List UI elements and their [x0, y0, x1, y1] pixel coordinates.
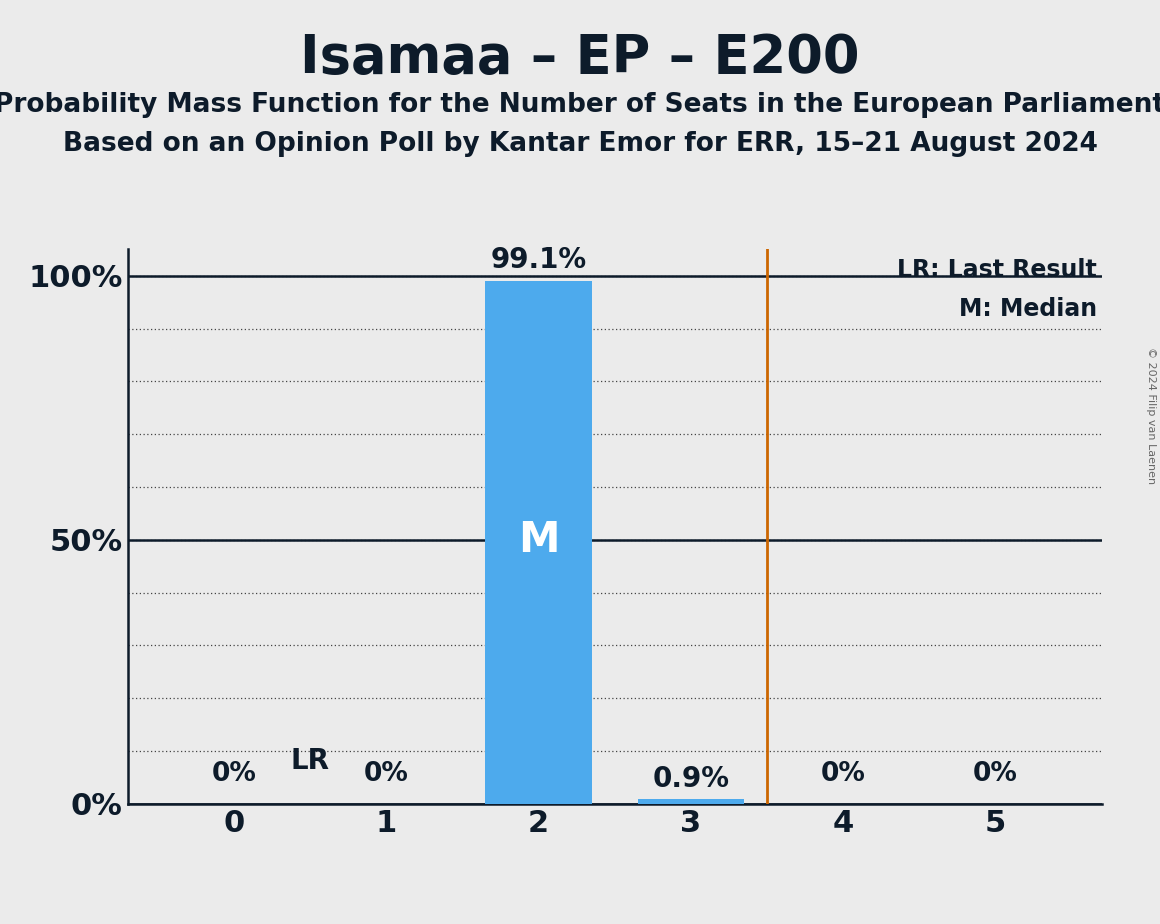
Text: M: M — [517, 519, 559, 561]
Text: © 2024 Filip van Laenen: © 2024 Filip van Laenen — [1146, 347, 1155, 484]
Text: LR: LR — [291, 747, 329, 775]
Text: 0%: 0% — [821, 761, 865, 787]
Text: LR: Last Result: LR: Last Result — [898, 258, 1097, 282]
Text: Isamaa – EP – E200: Isamaa – EP – E200 — [300, 32, 860, 84]
Text: 0%: 0% — [973, 761, 1017, 787]
Text: 99.1%: 99.1% — [491, 247, 587, 274]
Text: Probability Mass Function for the Number of Seats in the European Parliament: Probability Mass Function for the Number… — [0, 92, 1160, 118]
Text: 0%: 0% — [212, 761, 256, 787]
Bar — [638, 799, 745, 804]
Text: Based on an Opinion Poll by Kantar Emor for ERR, 15–21 August 2024: Based on an Opinion Poll by Kantar Emor … — [63, 131, 1097, 157]
Text: M: Median: M: Median — [959, 297, 1097, 321]
Bar — [485, 281, 592, 804]
Text: 0.9%: 0.9% — [652, 765, 730, 793]
Text: 0%: 0% — [364, 761, 408, 787]
